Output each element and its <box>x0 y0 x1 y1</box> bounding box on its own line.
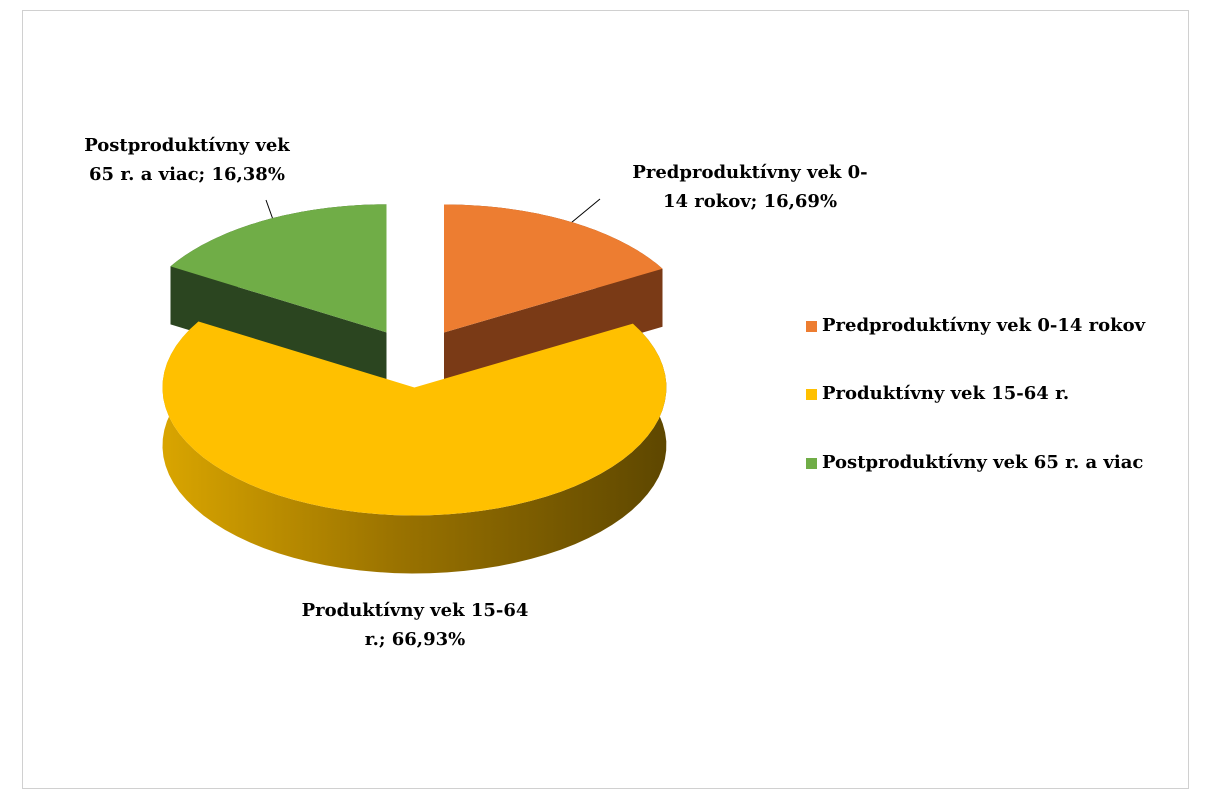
slice-side <box>444 268 663 391</box>
legend-swatch <box>806 458 817 469</box>
pie-slice <box>162 321 667 516</box>
legend-item: Predproduktívny vek 0-14 rokov <box>806 312 1152 340</box>
pie-slice <box>444 204 663 333</box>
data-label: Predproduktívny vek 0-14 rokov; 16,69% <box>632 162 868 212</box>
legend-item: Postproduktívny vek 65 r. a viac <box>806 449 1152 477</box>
data-label: Produktívny vek 15-64 r.; 66,93% <box>301 600 529 650</box>
legend-label: Predproduktívny vek 0-14 rokov <box>822 315 1146 336</box>
data-label: Postproduktívny vek 65 r. a viac; 16,38% <box>84 135 290 185</box>
slice-side <box>162 321 667 574</box>
pie-slice <box>170 204 387 333</box>
legend-item: Produktívny vek 15-64 r. <box>806 380 1152 408</box>
legend-label: Postproduktívny vek 65 r. a viac <box>822 452 1144 473</box>
legend-swatch <box>806 321 817 332</box>
legend-swatch <box>806 389 817 400</box>
chart-frame <box>22 10 1189 789</box>
legend-label: Produktívny vek 15-64 r. <box>822 383 1070 404</box>
slice-side <box>170 266 387 391</box>
